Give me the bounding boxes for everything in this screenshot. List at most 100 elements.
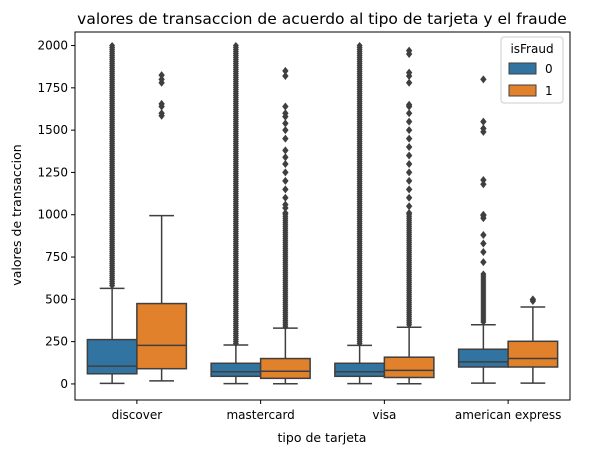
outlier-marker: [356, 340, 363, 348]
outlier-marker: [282, 126, 289, 135]
x-tick-label: mastercard: [226, 408, 294, 422]
outlier-band: [480, 270, 487, 326]
outlier-band: [232, 42, 239, 348]
outlier-band: [406, 211, 413, 329]
outlier-marker: [158, 99, 165, 108]
outlier-marker: [405, 100, 413, 109]
y-tick-label: 500: [45, 292, 68, 306]
x-axis-label: tipo de tarjeta: [278, 430, 367, 445]
outlier-marker: [282, 119, 289, 128]
y-tick-label: 750: [45, 250, 68, 264]
legend: isFraud 0 1: [500, 36, 564, 104]
axes: 0 250 500 750 1000 1250 1500 1750 2000 discover ma…: [37, 31, 571, 422]
outlier-marker: [529, 295, 537, 304]
y-tick-label: 1250: [37, 165, 68, 179]
legend-label: 1: [545, 84, 553, 98]
box-group: [136, 71, 188, 382]
outlier-marker: [405, 46, 413, 55]
outlier-marker: [405, 176, 413, 185]
outlier-marker: [158, 109, 165, 118]
outlier-marker: [282, 168, 289, 177]
outlier-marker: [480, 258, 487, 267]
chart-title: valores de transaccion de acuerdo al tip…: [77, 10, 567, 28]
outlier-marker: [282, 71, 289, 80]
outlier-marker: [480, 239, 487, 248]
y-tick-label: 1500: [37, 123, 68, 137]
outlier-marker: [282, 134, 289, 143]
outlier-marker: [480, 318, 487, 326]
y-tick-label: 2000: [37, 39, 68, 53]
outlier-marker: [406, 321, 413, 329]
outlier-marker: [405, 202, 413, 211]
outlier-marker: [158, 71, 165, 80]
outlier-marker: [405, 117, 413, 126]
box-group: [334, 42, 386, 385]
y-tick-label: 250: [45, 335, 68, 349]
outlier-marker: [282, 153, 289, 162]
outlier-marker: [480, 124, 487, 133]
outlier-marker: [405, 78, 413, 87]
box-group: [210, 42, 262, 385]
outlier-marker: [282, 146, 289, 155]
x-tick-label: discover: [112, 408, 163, 422]
outlier-marker: [109, 282, 116, 290]
legend-swatch: [508, 62, 537, 75]
y-tick-label: 1000: [37, 208, 68, 222]
x-tick-label: american express: [455, 408, 562, 422]
outlier-marker: [282, 66, 289, 75]
outlier-marker: [282, 209, 289, 218]
box: [383, 356, 435, 379]
outlier-marker: [405, 209, 413, 218]
box-group: [86, 42, 138, 385]
legend-title: isFraud: [510, 42, 553, 56]
outlier-marker: [232, 340, 239, 348]
outlier-marker: [282, 185, 289, 194]
box: [507, 340, 559, 368]
y-tick-label: 1750: [37, 81, 68, 95]
box: [86, 338, 138, 375]
outlier-marker: [480, 247, 487, 256]
outlier-marker: [405, 168, 413, 177]
outlier-marker: [405, 151, 413, 160]
outlier-marker: [405, 134, 413, 143]
box-group: [457, 75, 509, 384]
outlier-band: [356, 42, 363, 348]
plot-frame: [74, 31, 571, 401]
outlier-marker: [282, 109, 289, 118]
outlier-marker: [282, 159, 289, 168]
x-tick-label: visa: [372, 408, 396, 422]
outlier-marker: [158, 75, 165, 84]
outlier-marker: [405, 126, 413, 135]
outlier-marker: [282, 200, 289, 209]
box-group: [507, 295, 559, 384]
outlier-marker: [405, 185, 413, 194]
box: [210, 362, 262, 378]
y-axis-label: valores de transaccion: [9, 144, 24, 285]
plot-area: [86, 42, 559, 385]
outlier-band: [282, 211, 289, 331]
y-tick-label: 0: [60, 377, 68, 391]
outlier-marker: [480, 176, 487, 185]
box: [259, 357, 311, 380]
outlier-marker: [282, 193, 289, 202]
legend-label: 0: [545, 62, 553, 76]
outlier-marker: [405, 143, 413, 152]
outlier-marker: [405, 193, 413, 202]
legend-swatch: [508, 84, 537, 97]
outlier-marker: [480, 231, 487, 240]
outlier-marker: [405, 159, 413, 168]
outlier-marker: [480, 210, 487, 219]
box-group: [383, 46, 435, 385]
box-group: [259, 66, 311, 385]
outlier-marker: [480, 75, 487, 84]
outlier-marker: [282, 102, 289, 111]
outlier-marker: [480, 180, 487, 189]
outlier-marker: [405, 109, 413, 118]
outlier-marker: [405, 68, 413, 77]
outlier-marker: [282, 176, 289, 185]
outlier-band: [109, 42, 116, 290]
outlier-marker: [480, 117, 487, 126]
outlier-marker: [282, 323, 289, 331]
box: [136, 302, 188, 370]
